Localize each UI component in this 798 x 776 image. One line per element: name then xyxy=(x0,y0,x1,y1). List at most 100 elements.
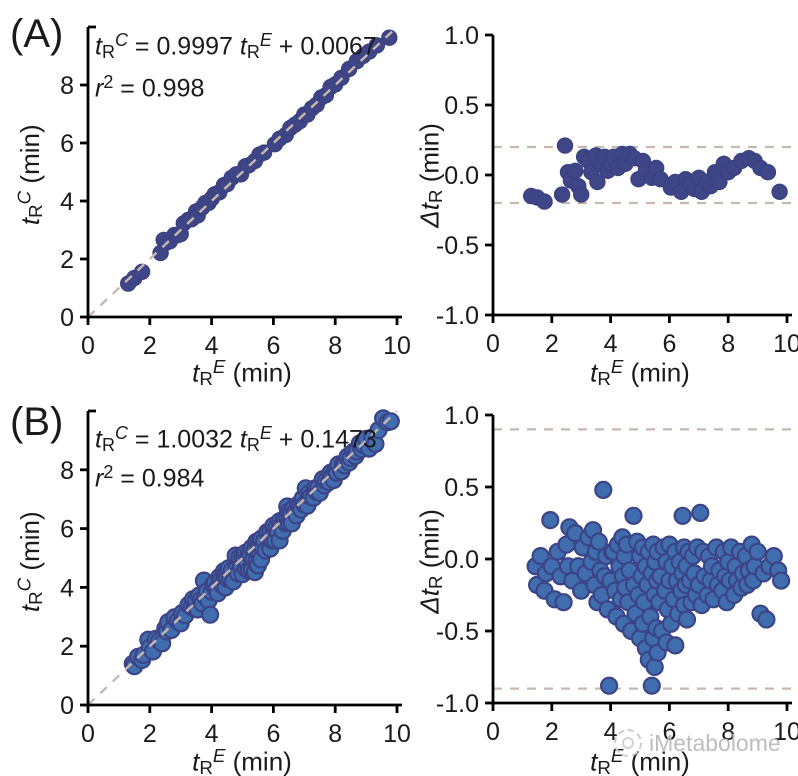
x-tick-label: 2 xyxy=(143,720,157,748)
x-tick-label: 8 xyxy=(721,718,735,746)
identity-line xyxy=(87,410,398,706)
y-tick-label: 6 xyxy=(60,516,74,544)
x-tick-label: 0 xyxy=(486,330,500,358)
axes xyxy=(485,33,792,323)
data-point xyxy=(381,412,400,431)
panel-a-residuals-plot: 0 2 4 6 8 10 1.0 0.5 0.0 -0.5 -1.0 xyxy=(436,22,798,358)
data-point xyxy=(691,503,710,523)
data-point xyxy=(599,676,619,695)
data-point xyxy=(589,173,606,191)
y-tick-label: 2 xyxy=(60,246,74,274)
y-tick-label: 6 xyxy=(60,130,74,158)
x-tick-label: 6 xyxy=(662,718,676,746)
panel-a-equation: tRC = 0.9997 tRE + 0.0067 xyxy=(95,30,377,62)
y-tick-label: 0 xyxy=(60,304,74,332)
data-point xyxy=(771,183,788,200)
panel-b-equation: tRC = 1.0032 tRE + 0.1473 xyxy=(95,423,377,455)
x-tick-label: 10 xyxy=(383,720,411,748)
axes xyxy=(80,409,402,713)
x-tick-label: 6 xyxy=(266,720,280,748)
panel-a-r-squared: r2 = 0.998 xyxy=(95,72,205,103)
data-point xyxy=(556,137,574,154)
data-point xyxy=(201,605,220,624)
x-tick-label: 2 xyxy=(545,718,559,746)
axes xyxy=(485,413,792,711)
y-tick-label: 0.5 xyxy=(444,92,479,120)
data-point xyxy=(554,593,573,612)
x-tick-label: 8 xyxy=(328,332,342,360)
y-tick-label: 4 xyxy=(60,574,74,602)
panel-a-correlation-plot: 0 2 4 6 8 10 0 2 4 6 8 xyxy=(60,25,411,360)
tick-labels: 0 2 4 6 8 101.00.50.0-0.5-1.0 xyxy=(436,22,798,358)
tick-labels: 0 2 4 6 8 10 0 2 4 6 8 xyxy=(60,72,411,360)
x-tick-label: 0 xyxy=(81,720,95,748)
data-points xyxy=(526,480,791,695)
x-tick-label: 4 xyxy=(604,330,618,358)
y-tick-label: -1.0 xyxy=(436,690,479,718)
data-points xyxy=(119,29,398,292)
y-tick-label: 0.5 xyxy=(444,474,479,502)
y-tick-label: -0.5 xyxy=(436,618,479,646)
watermark: iMetabolome xyxy=(614,729,781,757)
y-axis-title-b-right: ΔtR (min) xyxy=(414,509,446,614)
data-point xyxy=(771,571,791,590)
data-point xyxy=(645,657,664,677)
tick-labels: 0 2 4 6 8 101.00.50.0-0.5-1.0 xyxy=(436,402,798,746)
data-point xyxy=(677,610,697,629)
x-tick-label: 2 xyxy=(143,332,157,360)
y-tick-label: 8 xyxy=(60,72,74,100)
x-tick-label: 4 xyxy=(205,332,219,360)
data-points xyxy=(123,409,400,676)
x-tick-label: 10 xyxy=(773,718,798,746)
identity-line xyxy=(87,26,398,318)
data-point xyxy=(757,610,776,629)
y-tick-label: -1.0 xyxy=(436,302,479,330)
data-point xyxy=(624,506,643,525)
data-point xyxy=(589,532,608,551)
y-tick-label: 0.0 xyxy=(444,546,479,574)
y-axis-title-a-right: ΔtR (min) xyxy=(414,123,446,228)
x-tick-label: 0 xyxy=(81,332,95,360)
x-axis-title-a-left: tRE (min) xyxy=(192,356,292,389)
data-point xyxy=(573,186,590,203)
axes xyxy=(80,25,402,325)
x-tick-label: 8 xyxy=(328,720,342,748)
y-tick-label: 1.0 xyxy=(444,22,479,50)
y-tick-label: -0.5 xyxy=(436,232,479,260)
panel-a-label: (A) xyxy=(10,12,64,56)
data-point xyxy=(531,546,550,566)
imetabolome-logo-icon xyxy=(614,729,642,757)
x-axis-title-a-right: tRE (min) xyxy=(590,356,690,389)
y-axis-title-b-left: tRC (min) xyxy=(13,511,47,613)
data-point xyxy=(553,186,571,203)
y-tick-label: 2 xyxy=(60,633,74,661)
panel-b-correlation-plot: 0 2 4 6 8 10 0 2 4 6 8 xyxy=(60,409,411,748)
y-tick-label: 4 xyxy=(60,188,74,216)
data-point xyxy=(748,542,767,561)
panel-b-residuals-plot: 0 2 4 6 8 101.00.50.0-0.5-1.0 xyxy=(436,402,798,746)
x-axis-title-b-left: tRE (min) xyxy=(192,745,292,776)
x-tick-label: 10 xyxy=(383,332,411,360)
panel-b-r-squared: r2 = 0.984 xyxy=(95,462,205,493)
data-point xyxy=(666,636,685,655)
data-point xyxy=(673,506,692,525)
x-axis-title-b-right: tRE (min) xyxy=(590,745,690,776)
data-point xyxy=(642,676,661,695)
y-axis-title-a-left: tRC (min) xyxy=(13,124,47,226)
data-point xyxy=(381,29,398,46)
x-tick-label: 10 xyxy=(773,330,798,358)
y-tick-label: 0.0 xyxy=(444,162,479,190)
data-point xyxy=(759,163,777,181)
data-point xyxy=(536,193,553,210)
y-tick-label: 1.0 xyxy=(444,402,479,430)
data-point xyxy=(594,480,613,499)
x-tick-label: 0 xyxy=(486,718,500,746)
x-tick-label: 6 xyxy=(266,332,280,360)
data-points xyxy=(523,137,788,210)
tick-labels: 0 2 4 6 8 10 0 2 4 6 8 xyxy=(60,457,411,748)
watermark-text: iMetabolome xyxy=(649,729,781,756)
x-tick-label: 4 xyxy=(205,720,219,748)
x-tick-label: 6 xyxy=(662,330,676,358)
